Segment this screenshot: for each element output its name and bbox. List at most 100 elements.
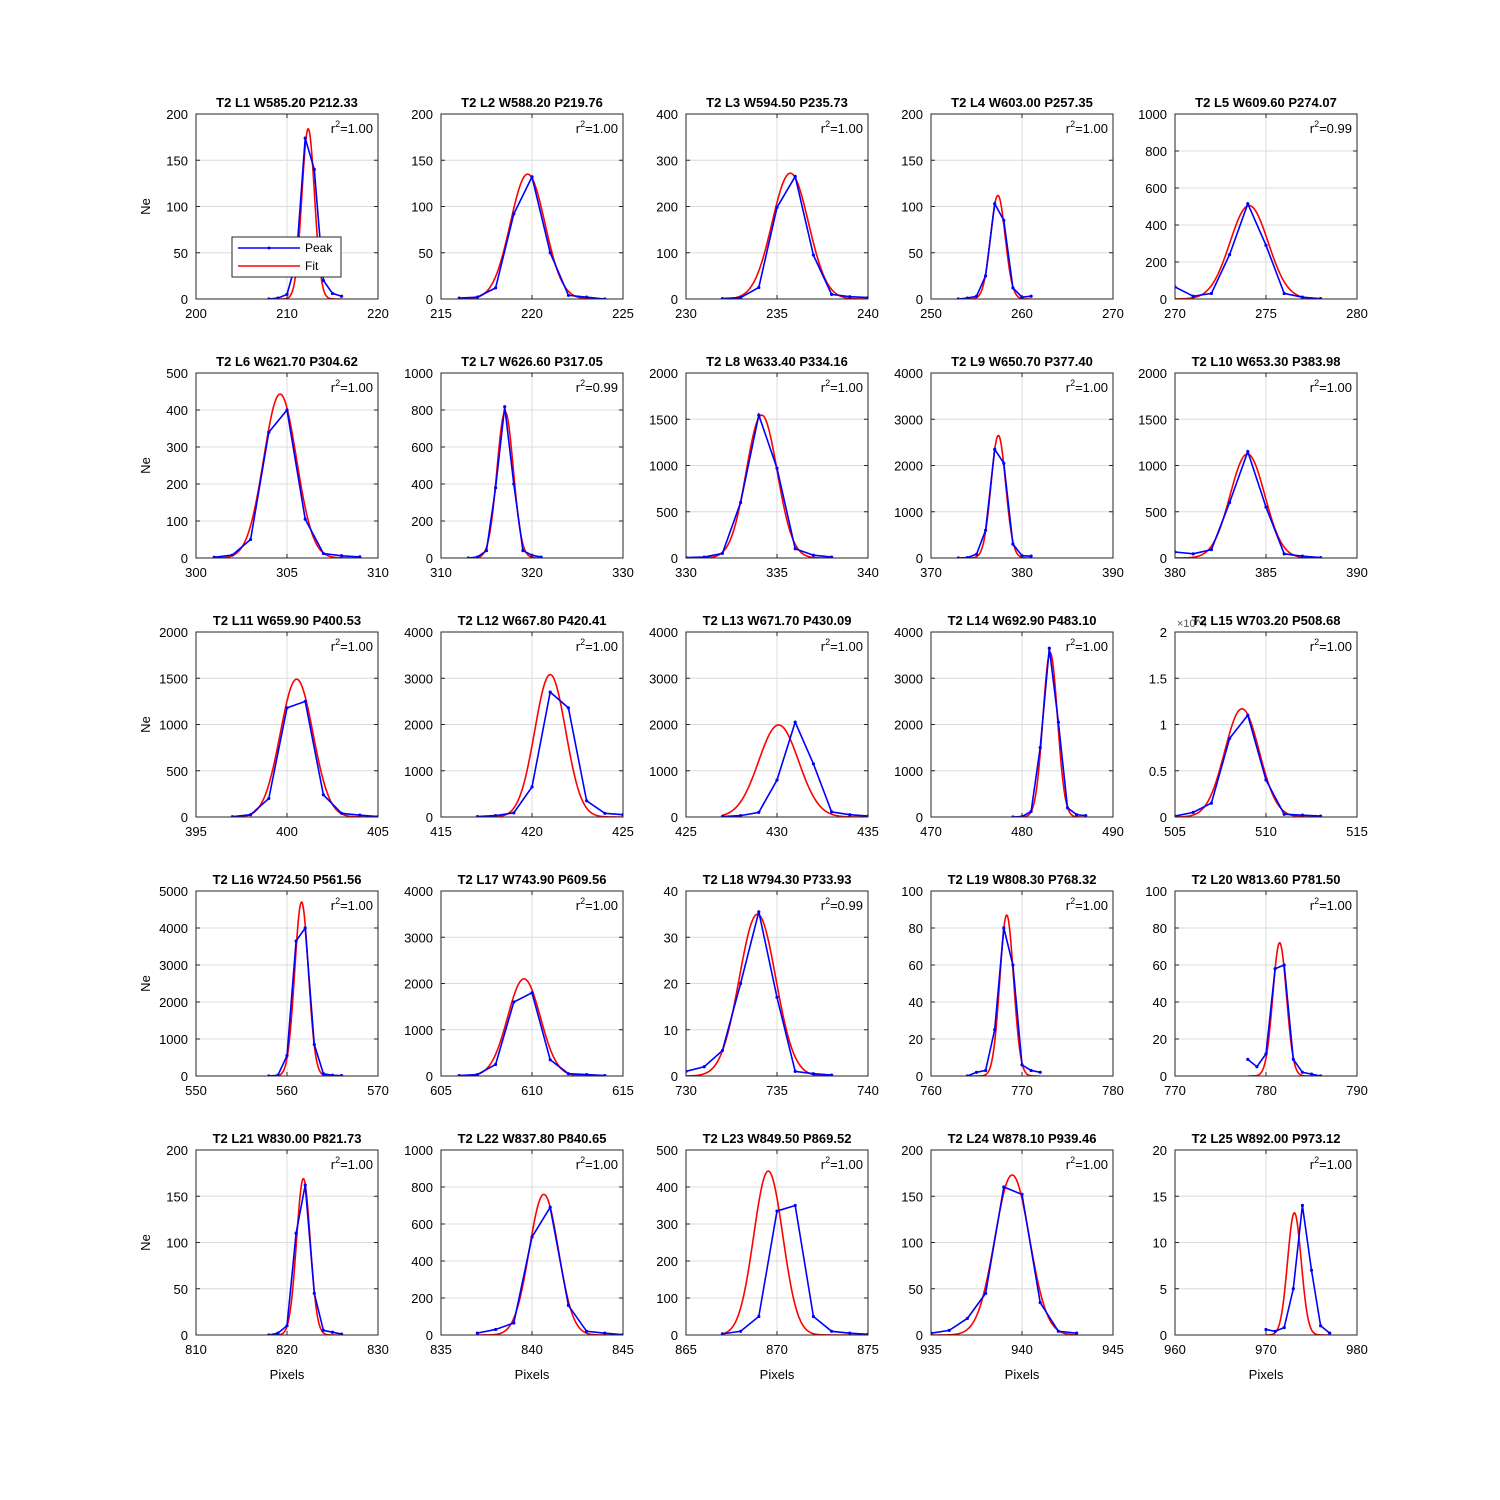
- x-tick-label: 390: [1346, 565, 1368, 580]
- panel-18: 730 735 740 0 10 20 30 40 T2 L18 W794.30 P733.93…: [664, 872, 879, 1098]
- y-tick-label: 2000: [649, 718, 678, 733]
- peak-point: [848, 1331, 852, 1335]
- r2-value: =1.00: [585, 121, 618, 136]
- x-tick-label: 550: [185, 1083, 207, 1098]
- panel-7: 310 320 330 0 200 400 600 800 1000 T2 L7 W626.60 …: [404, 354, 634, 580]
- r2-value: =1.00: [1319, 898, 1352, 913]
- peak-point: [249, 813, 253, 817]
- x-tick-label: 395: [185, 824, 207, 839]
- panel-title: T2 L20 W813.60 P781.50: [1192, 872, 1341, 887]
- r2-superscript: 2: [580, 119, 585, 129]
- y-tick-label: 4000: [649, 625, 678, 640]
- y-tick-label: 500: [1145, 505, 1167, 520]
- y-tick-label: 0: [181, 1328, 188, 1343]
- r2-superscript: 2: [825, 1155, 830, 1165]
- x-tick-label: 980: [1346, 1342, 1368, 1357]
- y-tick-label: 5: [1160, 1282, 1167, 1297]
- x-tick-label: 305: [276, 565, 298, 580]
- panel-title: T2 L3 W594.50 P235.73: [706, 95, 848, 110]
- y-tick-label: 0.5: [1149, 764, 1167, 779]
- peak-point: [720, 551, 725, 555]
- x-tick-label: 275: [1255, 306, 1277, 321]
- peak-point: [775, 1209, 779, 1213]
- r2-value: =0.99: [830, 898, 863, 913]
- r2-superscript: 2: [1070, 378, 1075, 388]
- panel-9: 370 380 390 0 1000 2000 3000 4000 T2 L9 W650.70 …: [894, 354, 1124, 580]
- peak-point: [984, 1291, 988, 1295]
- peak-point: [321, 551, 325, 556]
- panel-title: T2 L4 W603.00 P257.35: [951, 95, 1093, 110]
- peak-point: [312, 1291, 316, 1295]
- peak-point: [793, 174, 797, 179]
- peak-point: [974, 552, 979, 556]
- panel-title: T2 L6 W621.70 P304.62: [216, 354, 358, 369]
- y-tick-label: 50: [174, 246, 188, 261]
- y-tick-label: 0: [1160, 551, 1167, 566]
- peak-point: [1264, 243, 1268, 247]
- peak-point: [358, 813, 362, 817]
- y-tick-label: 0: [426, 1069, 433, 1084]
- y-tick-label: 200: [1145, 255, 1167, 270]
- peak-point: [530, 991, 534, 995]
- r2-value: =1.00: [1075, 639, 1108, 654]
- r2-value: =1.00: [585, 1157, 618, 1172]
- y-tick-label: 400: [656, 1180, 678, 1195]
- y-tick-label: 100: [656, 1291, 678, 1306]
- peak-point: [585, 1329, 589, 1333]
- y-tick-label: 300: [656, 153, 678, 168]
- y-tick-label: 300: [656, 1217, 678, 1232]
- x-tick-label: 830: [367, 1342, 389, 1357]
- r2-annotation: r2=1.00: [1066, 896, 1108, 913]
- panel-17: 605 610 615 0 1000 2000 3000 4000 T2 L17 W743.90…: [404, 872, 634, 1098]
- panel-8: 330 335 340 0 500 1000 1500 2000 T2 L8 W633.40 P…: [649, 354, 879, 580]
- peak-point: [720, 1048, 725, 1053]
- y-tick-label: 1000: [1138, 459, 1167, 474]
- x-tick-label: 505: [1164, 824, 1186, 839]
- y-tick-label: 20: [909, 1032, 923, 1047]
- x-tick-label: 780: [1102, 1083, 1124, 1098]
- r2-value: =1.00: [830, 121, 863, 136]
- x-tick-label: 430: [766, 824, 788, 839]
- peak-point: [503, 405, 507, 409]
- y-tick-label: 400: [1145, 218, 1167, 233]
- y-tick-label: 2000: [894, 718, 923, 733]
- y-tick-label: 1: [1160, 718, 1167, 733]
- x-tick-label: 260: [1011, 306, 1033, 321]
- peak-point: [267, 430, 271, 434]
- y-tick-label: 20: [664, 977, 678, 992]
- peak-point: [1309, 1268, 1314, 1272]
- y-tick-label: 200: [901, 107, 923, 122]
- peak-point: [494, 486, 498, 490]
- series-group: [720, 172, 868, 299]
- r2-prefix: r: [1310, 898, 1315, 913]
- r2-superscript: 2: [825, 119, 830, 129]
- x-tick-label: 380: [1011, 565, 1033, 580]
- peak-point: [965, 296, 969, 299]
- peak-point: [1282, 1326, 1286, 1330]
- y-tick-label: 15: [1153, 1189, 1167, 1204]
- r2-superscript: 2: [335, 637, 340, 647]
- peak-point: [340, 294, 344, 298]
- y-tick-label: 1000: [894, 505, 923, 520]
- peak-point: [1038, 746, 1042, 750]
- x-tick-label: 370: [920, 565, 942, 580]
- panel-title: T2 L17 W743.90 P609.56: [458, 872, 607, 887]
- peak-point: [739, 296, 743, 299]
- x-tick-label: 385: [1255, 565, 1277, 580]
- peak-point: [276, 1073, 280, 1076]
- x-tick-label: 220: [521, 306, 543, 321]
- peak-point: [720, 814, 724, 817]
- x-tick-label: 760: [920, 1083, 942, 1098]
- peak-point: [321, 278, 325, 283]
- peak-point: [720, 296, 724, 299]
- x-tick-label: 610: [521, 1083, 543, 1098]
- y-tick-label: 10: [664, 1023, 678, 1038]
- y-tick-label: 0: [916, 1069, 923, 1084]
- x-tick-label: 405: [367, 824, 389, 839]
- peak-point: [1246, 713, 1250, 717]
- x-tick-label: 235: [766, 306, 788, 321]
- x-tick-label: 220: [367, 306, 389, 321]
- peak-series-line: [1265, 1205, 1331, 1334]
- peak-point: [494, 814, 498, 817]
